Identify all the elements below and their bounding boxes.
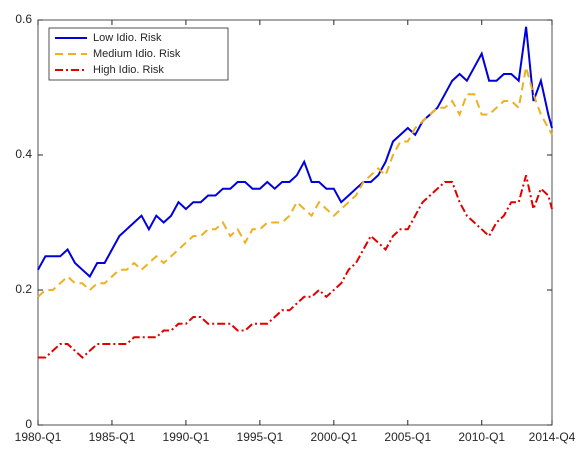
series-line [38, 175, 553, 359]
x-tick-label: 2000-Q1 [310, 430, 357, 444]
series-line [37, 26, 553, 279]
x-tick-label: 1980-Q1 [15, 430, 62, 444]
series-line [37, 66, 553, 298]
x-tick-label: 1985-Q1 [89, 430, 136, 444]
plot-frame [37, 19, 553, 426]
x-tick-label: 1995-Q1 [237, 430, 284, 444]
y-tick-label: 0.4 [15, 147, 32, 161]
legend-label: High Idio. Risk [93, 64, 164, 76]
legend: Low Idio. Risk Medium Idio. Risk High Idio… [48, 27, 229, 81]
x-tick-label: 2010-Q1 [458, 430, 505, 444]
legend-box [48, 27, 229, 81]
x-tick-label: 2005-Q1 [384, 430, 431, 444]
y-tick-label: 0 [25, 417, 32, 431]
x-tick-label: 1990-Q1 [163, 430, 210, 444]
x-tick-label: 2014-Q4 [529, 430, 576, 444]
legend-label: Low Idio. Risk [93, 32, 162, 44]
y-tick-label: 0.2 [15, 282, 32, 296]
legend-label: Medium Idio. Risk [93, 48, 181, 60]
y-tick-label: 0.6 [15, 12, 32, 26]
